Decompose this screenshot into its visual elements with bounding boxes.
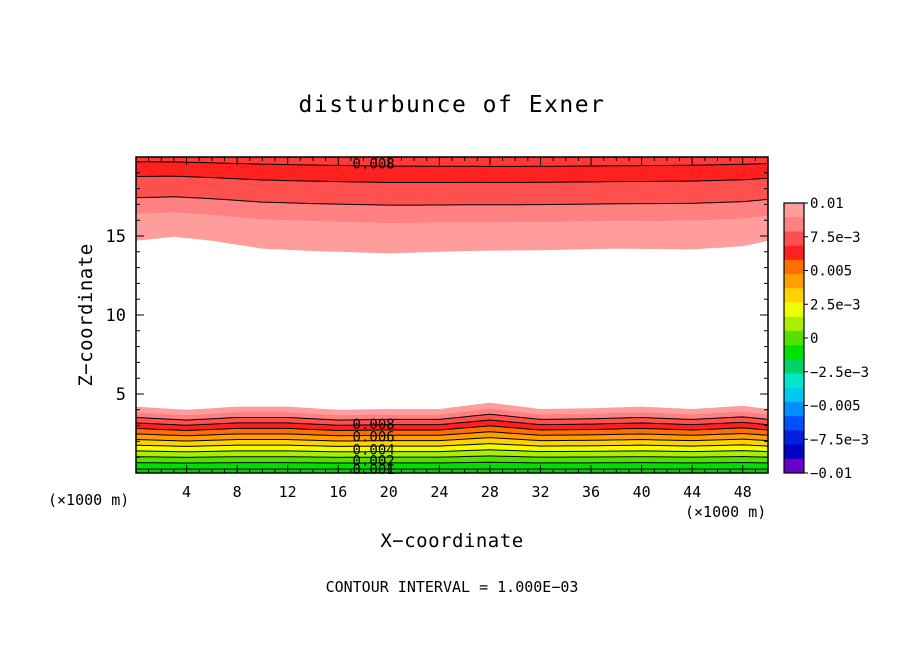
contour-line xyxy=(136,419,768,426)
colorbar-label: −7.5e−3 xyxy=(810,432,869,448)
x-units-left: (×1000 m) xyxy=(48,491,129,509)
x-axis-label: X−coordinate xyxy=(380,530,523,552)
lower-band xyxy=(136,402,768,415)
upper-band xyxy=(136,212,768,254)
tick-marks xyxy=(136,157,768,473)
colorbar-label: 2.5e−3 xyxy=(810,297,861,313)
colorbar-swatch xyxy=(784,259,804,275)
y-axis-label: Z−coordinate xyxy=(75,243,97,386)
lower-band xyxy=(136,414,768,426)
y-tick-label: 5 xyxy=(116,385,126,405)
x-tick-label: 4 xyxy=(182,483,191,501)
contour-line xyxy=(136,455,768,458)
colorbar-swatch xyxy=(784,203,804,218)
colorbar-swatch xyxy=(784,330,804,346)
colorbar-label: 7.5e−3 xyxy=(810,230,861,246)
colorbar-swatch xyxy=(784,387,804,403)
colorbar-label: 0.005 xyxy=(810,264,852,280)
colorbar-swatch xyxy=(784,288,804,303)
contour-label: 0.006 xyxy=(353,430,395,446)
y-tick-labels: 5 10 15 xyxy=(106,227,126,405)
x-tick-label: 8 xyxy=(233,483,242,501)
y-tick-label: 15 xyxy=(106,227,126,247)
colorbar xyxy=(783,202,805,474)
colorbar-swatch xyxy=(784,416,804,431)
x-tick-label: 12 xyxy=(279,483,297,501)
colorbar-swatch xyxy=(784,245,804,261)
contour-fills xyxy=(136,157,768,473)
x-tick-label: 24 xyxy=(430,483,448,501)
colorbar-swatch xyxy=(784,458,804,474)
colorbar-label: −0.01 xyxy=(810,466,852,482)
lower-band xyxy=(136,455,768,463)
upper-band xyxy=(136,157,768,167)
colorbar-label: −2.5e−3 xyxy=(810,365,869,381)
upper-band xyxy=(136,176,768,206)
colorbar-swatch xyxy=(784,274,804,289)
x-tick-label: 20 xyxy=(380,483,398,501)
x-tick-labels: 4 8 12 16 20 24 28 32 36 40 44 48 xyxy=(182,483,752,501)
colorbar-swatch xyxy=(784,373,804,389)
colorbar-swatch xyxy=(784,302,804,318)
x-tick-label: 36 xyxy=(582,483,600,501)
contour-line xyxy=(136,425,768,431)
x-tick-label: 44 xyxy=(683,483,701,501)
x-tick-label: 40 xyxy=(633,483,651,501)
lower-band xyxy=(136,431,768,442)
contour-label: 0.001 xyxy=(353,462,395,478)
contour-line xyxy=(136,161,768,167)
contour-line xyxy=(136,461,768,464)
contour-label: 0.004 xyxy=(353,442,395,458)
contour-line xyxy=(136,431,768,437)
colorbar-labels: 0.01 7.5e−3 0.005 2.5e−3 0 −2.5e−3 −0.005 −7.5e… xyxy=(804,196,869,482)
lower-band xyxy=(136,462,768,470)
x-units-right: (×1000 m) xyxy=(685,503,766,521)
contour-line xyxy=(136,437,768,442)
x-tick-label: 16 xyxy=(329,483,347,501)
x-tick-label: 48 xyxy=(734,483,752,501)
contour-line xyxy=(136,443,768,447)
chart-title: disturbunce of Exner xyxy=(299,92,606,118)
colorbar-label: 0 xyxy=(810,331,818,347)
lower-band xyxy=(136,425,768,436)
contour-line xyxy=(136,449,768,453)
y-tick-label: 10 xyxy=(106,306,126,326)
x-tick-label: 28 xyxy=(481,483,499,501)
contour-label: 0.002 xyxy=(353,453,395,469)
colorbar-swatch xyxy=(784,430,804,445)
colorbar-swatch xyxy=(784,316,804,332)
colorbar-swatch xyxy=(784,444,804,460)
contour-lines xyxy=(136,161,768,470)
x-tick-label: 32 xyxy=(531,483,549,501)
colorbar-swatch xyxy=(784,231,804,247)
contour-line xyxy=(136,196,768,206)
colorbar-swatch xyxy=(784,217,804,232)
colorbar-label: 0.01 xyxy=(810,196,844,212)
colorbar-label: −0.005 xyxy=(810,399,861,415)
contour-label: 0.008 xyxy=(353,417,395,433)
upper-band xyxy=(136,161,768,183)
lower-band xyxy=(136,420,768,431)
colorbar-swatch xyxy=(784,345,804,360)
contour-line xyxy=(136,175,768,183)
colorbar-swatch xyxy=(784,359,804,374)
axis-ticks xyxy=(136,157,768,473)
lower-band xyxy=(136,408,768,421)
colorbar-swatch xyxy=(784,401,804,417)
contour-interval-footer: CONTOUR INTERVAL = 1.000E−03 xyxy=(326,578,579,596)
contour-line xyxy=(136,413,768,421)
